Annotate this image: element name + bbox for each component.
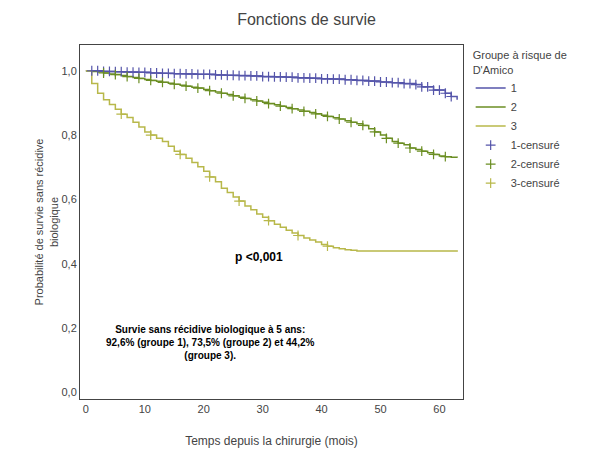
svg-text:Probabilité de survie sans réc: Probabilité de survie sans récidivebiolo… <box>33 139 59 306</box>
svg-text:50: 50 <box>374 403 386 415</box>
svg-text:1-censuré: 1-censuré <box>511 139 560 151</box>
svg-text:0,4: 0,4 <box>62 258 77 270</box>
svg-text:0,0: 0,0 <box>62 386 77 398</box>
svg-text:p <0,001: p <0,001 <box>235 250 283 264</box>
svg-text:10: 10 <box>139 403 151 415</box>
svg-text:1,0: 1,0 <box>62 65 77 77</box>
svg-text:Survie sans récidive biologiqu: Survie sans récidive biologique à 5 ans:… <box>106 324 315 361</box>
svg-text:2: 2 <box>511 101 517 113</box>
svg-text:Fonctions de survie: Fonctions de survie <box>237 11 376 28</box>
svg-text:Groupe à risque deD'Amico: Groupe à risque deD'Amico <box>473 49 567 75</box>
svg-text:2-censuré: 2-censuré <box>511 158 560 170</box>
svg-text:1: 1 <box>511 82 517 94</box>
svg-text:3-censuré: 3-censuré <box>511 177 560 189</box>
svg-text:0,2: 0,2 <box>62 322 77 334</box>
svg-text:0,6: 0,6 <box>62 193 77 205</box>
svg-text:Temps depuis la chirurgie (moi: Temps depuis la chirurgie (mois) <box>185 434 358 448</box>
svg-text:60: 60 <box>433 403 445 415</box>
svg-text:20: 20 <box>198 403 210 415</box>
svg-text:30: 30 <box>257 403 269 415</box>
svg-text:0: 0 <box>83 403 89 415</box>
svg-text:3: 3 <box>511 120 517 132</box>
svg-text:0,8: 0,8 <box>62 129 77 141</box>
svg-text:40: 40 <box>315 403 327 415</box>
